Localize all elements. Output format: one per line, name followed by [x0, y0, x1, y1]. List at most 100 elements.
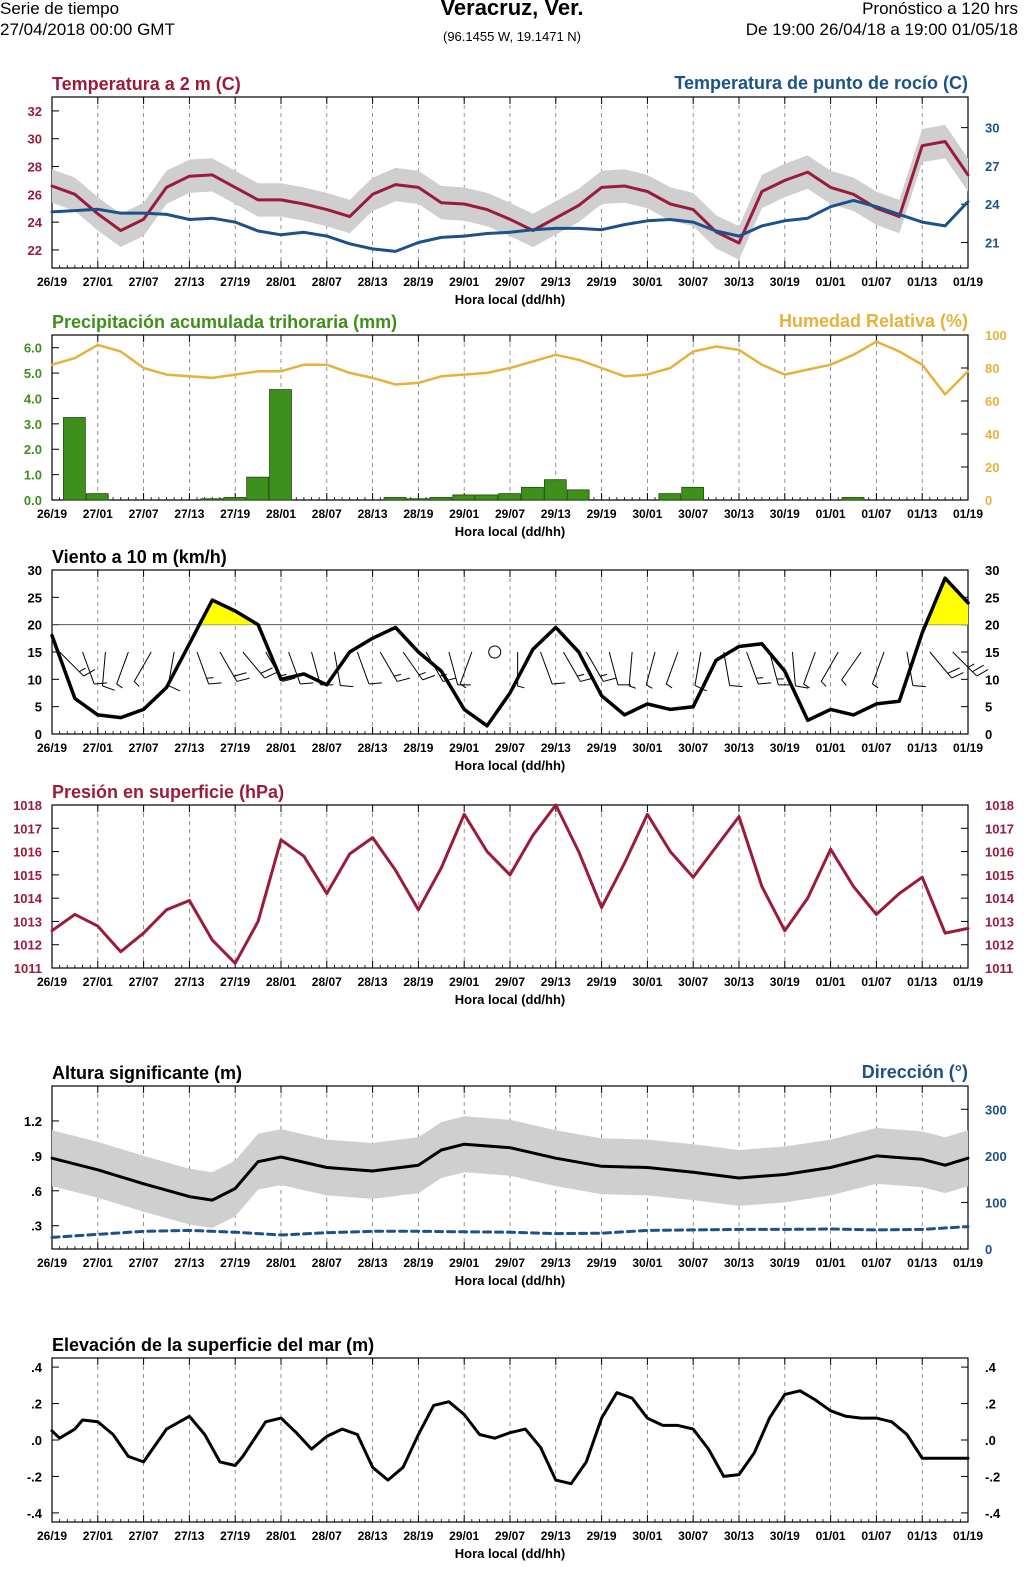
- x-tick-label: 30/13: [724, 1256, 754, 1270]
- wind-barb-flag: [972, 664, 984, 673]
- x-tick-label: 27/01: [83, 741, 113, 755]
- x-tick-label: 27/07: [129, 275, 159, 289]
- x-tick-label: 30/07: [678, 507, 708, 521]
- precip-bar: [429, 497, 453, 501]
- x-tick-label: 27/19: [220, 975, 250, 989]
- x-tick-label: 28/01: [266, 275, 296, 289]
- location-title: Veracruz, Ver.: [440, 0, 584, 20]
- temp-panel: 26/19 27/01 27/07 27/13 27/19 28/01 28/07 28/13…: [28, 73, 1001, 307]
- y-left-tick-label: .4: [31, 1360, 43, 1375]
- wind-barb: [841, 651, 862, 686]
- precip-bar: [452, 494, 476, 501]
- wind-barb-flag: [79, 667, 86, 673]
- y-right-tick-label: 1016: [985, 845, 1014, 860]
- x-tick-label: 28/07: [312, 975, 342, 989]
- y-left-tick-label: 1011: [14, 961, 42, 976]
- wind-barb-flag: [368, 682, 382, 685]
- y-right-tick-label: -.4: [985, 1506, 1001, 1521]
- x-tick-label: 01/07: [861, 507, 891, 521]
- y-right-tick-label: 25: [985, 590, 999, 605]
- wind-barb-staff: [723, 651, 731, 686]
- wind-barb-staff: [791, 651, 796, 686]
- sealevel-panel: 26/19 27/01 27/07 27/13 27/19 28/01 28/07 28/13…: [27, 1335, 1001, 1561]
- chart-title-left: Elevación de la superficie del mar (m): [52, 1335, 374, 1355]
- y-left-tick-label: 10: [28, 672, 42, 687]
- wind-barb-flag: [83, 669, 96, 677]
- x-tick-label: 29/07: [495, 741, 525, 755]
- x-tick-label: 01/07: [861, 275, 891, 289]
- x-tick-label: 28/07: [312, 507, 342, 521]
- x-tick-label: 28/19: [403, 1529, 433, 1543]
- wind-barb-staff: [841, 651, 862, 681]
- wind-barb: [219, 651, 250, 682]
- wind-barb: [242, 651, 277, 679]
- wind-barb: [59, 651, 96, 677]
- x-tick-label: 30/13: [724, 741, 754, 755]
- y-right-tick-label: 1017: [985, 821, 1014, 836]
- pressure-series-line: [50, 803, 970, 965]
- x-tick-label: 30/01: [632, 507, 662, 521]
- chart-title-left: Temperatura a 2 m (C): [52, 74, 241, 94]
- wind-barb-flag: [628, 685, 636, 689]
- y-left-tick-label: 1018: [13, 798, 42, 813]
- wind-barb-flag: [758, 682, 772, 685]
- y-right-tick-label: 1011: [985, 961, 1013, 976]
- x-axis-label: Hora local (dd/hh): [455, 992, 566, 1007]
- wind-calm-circle: [488, 645, 502, 659]
- x-tick-label: 01/19: [953, 975, 983, 989]
- wind-barb: [356, 651, 382, 685]
- wind-barb-flag: [729, 684, 743, 688]
- x-tick-label: 30/13: [724, 1529, 754, 1543]
- precip-bar: [63, 417, 86, 501]
- wind-barb: [82, 651, 108, 685]
- wind-barb: [645, 651, 656, 689]
- y-left-tick-label: 1016: [13, 845, 42, 860]
- wind-barb-flag: [645, 684, 653, 689]
- y-left-tick-label: .6: [31, 1184, 42, 1199]
- wind-barb-flag: [577, 673, 585, 677]
- y-right-tick-label: .4: [985, 1360, 997, 1375]
- x-tick-label: 30/19: [770, 1529, 800, 1543]
- wind-barb-staff: [871, 651, 885, 685]
- chart-title-left: Precipitación acumulada trihoraria (mm): [52, 312, 397, 332]
- x-tick-label: 29/01: [449, 275, 479, 289]
- y-left-tick-label: 30: [28, 563, 42, 578]
- y-right-tick-label: 80: [985, 361, 999, 376]
- wind-barb-staff: [133, 651, 152, 682]
- wind-barb-flag: [418, 671, 426, 676]
- wind-barb-staff: [665, 651, 679, 685]
- wind-barb: [288, 651, 314, 685]
- x-tick-label: 30/07: [678, 1529, 708, 1543]
- x-tick-label: 29/07: [495, 1529, 525, 1543]
- x-tick-label: 29/07: [495, 1256, 525, 1270]
- x-tick-label: 01/01: [816, 741, 846, 755]
- y-right-tick-label: 40: [985, 427, 999, 442]
- wind-above-threshold-fill: [212, 600, 236, 625]
- precip-bar: [269, 389, 292, 501]
- x-axis-label: Hora local (dd/hh): [455, 1546, 566, 1561]
- x-tick-label: 28/19: [403, 1256, 433, 1270]
- y-right-tick-label: 5: [985, 700, 992, 715]
- wind-barb-flag: [951, 672, 964, 679]
- wind-barb-staff: [645, 651, 656, 685]
- x-tick-label: 30/13: [724, 507, 754, 521]
- precip-panel: 26/19 27/01 27/07 27/13 27/19 28/01 28/07 28/13…: [24, 311, 1007, 539]
- x-tick-label: 30/01: [632, 275, 662, 289]
- x-tick-label: 27/19: [220, 275, 250, 289]
- chart-title-right: Temperatura de punto de rocío (C): [674, 73, 968, 93]
- y-right-tick-label: 300: [985, 1102, 1007, 1117]
- wind-barb: [459, 651, 473, 689]
- x-tick-label: 28/07: [312, 1529, 342, 1543]
- x-tick-label: 30/07: [678, 741, 708, 755]
- wind-barb-flag: [233, 672, 247, 677]
- x-tick-label: 28/01: [266, 1256, 296, 1270]
- wind-barb-flag: [841, 679, 847, 686]
- wave-height-spread-band: [52, 1116, 968, 1228]
- x-tick-label: 27/01: [83, 1529, 113, 1543]
- precip-bar: [223, 497, 247, 501]
- forecast-period-label: De 19:00 26/04/18 a 19:00 01/05/18: [745, 20, 1018, 39]
- wind-barb-staff: [628, 651, 633, 686]
- x-tick-label: 01/19: [953, 1529, 983, 1543]
- wind-barb-flag: [208, 682, 222, 685]
- x-tick-label: 01/01: [816, 1256, 846, 1270]
